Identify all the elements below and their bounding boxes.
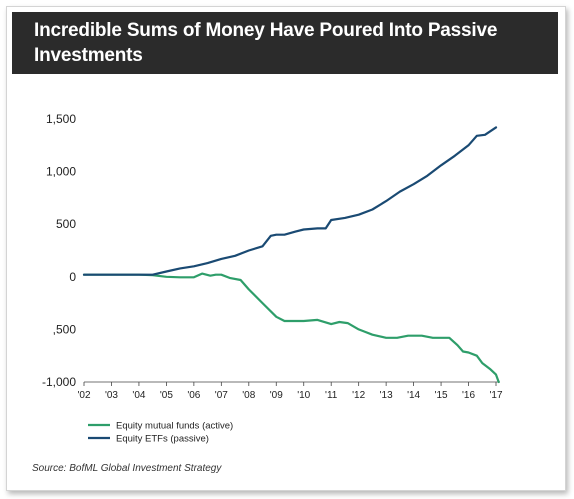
chart-card — [6, 6, 566, 491]
x-tick-label: '07 — [215, 390, 228, 401]
x-axis-ticks: '02 '03 '04 '05 '06 '07 '08 '09 '10 '11 '12 '13 '14 '… — [77, 382, 503, 401]
y-tick-label: 1,000 — [46, 165, 76, 179]
x-tick-label: '11 — [325, 390, 338, 401]
x-tick-label: '10 — [297, 390, 310, 401]
x-tick-label: '15 — [435, 390, 448, 401]
legend-label: Equity mutual funds (active) — [116, 421, 233, 432]
x-tick-label: '06 — [187, 390, 200, 401]
x-tick-label: '09 — [270, 390, 283, 401]
x-tick-label: '16 — [462, 390, 475, 401]
y-tick-label: -1,000 — [42, 375, 76, 389]
series-lines — [82, 126, 500, 384]
series-line-active-funds — [82, 272, 500, 384]
x-tick-label: '08 — [242, 390, 255, 401]
y-tick-label: 1,500 — [46, 112, 76, 126]
x-tick-label: '17 — [489, 390, 502, 401]
x-tick-label: '05 — [160, 390, 173, 401]
chart-title: Incredible Sums of Money Have Poured Int… — [34, 20, 498, 66]
legend: Equity mutual funds (active) Equity ETFs … — [88, 421, 233, 445]
y-tick-label: ,500 — [53, 322, 77, 336]
x-tick-label: '02 — [77, 390, 90, 401]
y-tick-label: 500 — [56, 217, 76, 231]
series-line-passive-etfs — [82, 126, 498, 276]
x-tick-label: '04 — [132, 390, 145, 401]
legend-label: Equity ETFs (passive) — [116, 434, 209, 445]
x-tick-label: '12 — [352, 390, 365, 401]
y-axis-ticks: 1,500 1,000 500 0 ,500 -1,000 — [42, 112, 76, 389]
x-tick-label: '14 — [407, 390, 420, 401]
source-note: Source: BofML Global Investment Strategy — [32, 463, 222, 474]
y-tick-label: 0 — [69, 270, 76, 284]
title-bar: Incredible Sums of Money Have Poured Int… — [12, 12, 558, 74]
x-tick-label: '13 — [380, 390, 393, 401]
x-tick-label: '03 — [105, 390, 118, 401]
